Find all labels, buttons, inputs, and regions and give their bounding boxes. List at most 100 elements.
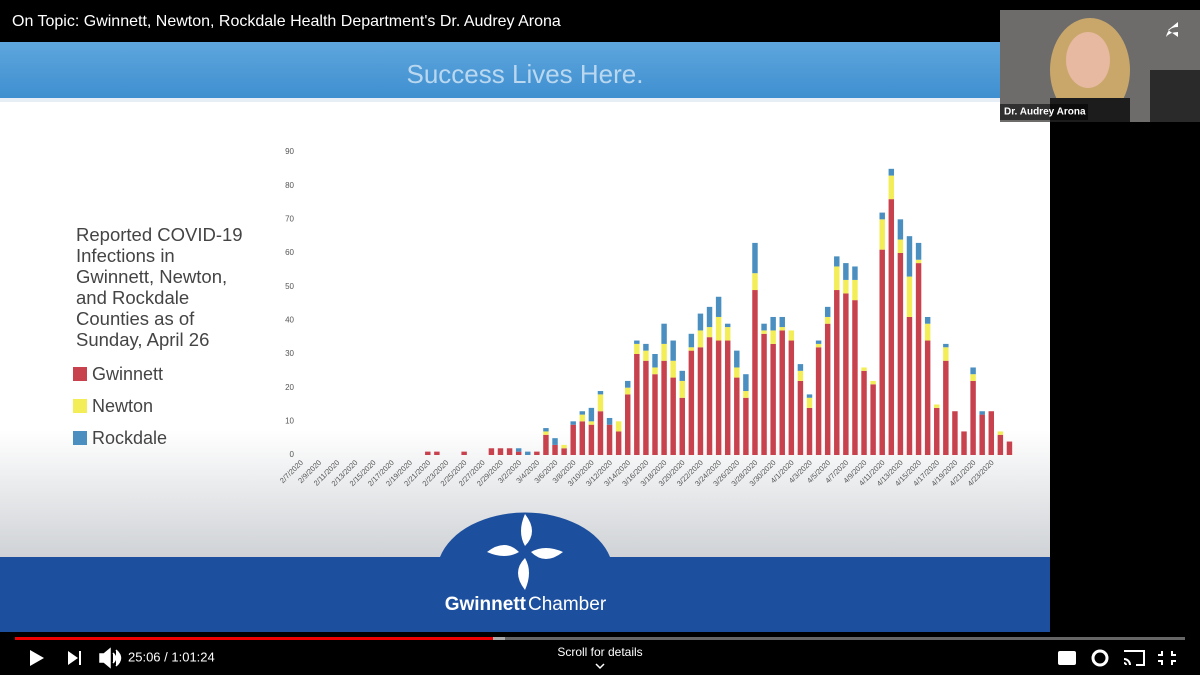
bar-segment xyxy=(770,330,776,344)
legend-label: Newton xyxy=(92,395,154,416)
bar-segment xyxy=(988,411,995,455)
bar-segment xyxy=(543,434,549,455)
bar-segment xyxy=(634,340,640,344)
bar-segment xyxy=(924,323,931,341)
bar-segment xyxy=(834,290,840,455)
bar-segment xyxy=(634,343,640,354)
bar-segment xyxy=(861,367,867,371)
share-icon[interactable] xyxy=(1166,22,1178,37)
bar-segment xyxy=(579,421,586,455)
bar-segment xyxy=(906,276,913,317)
cc-button[interactable] xyxy=(1058,651,1076,665)
slide-banner xyxy=(0,42,1050,98)
scroll-chevron[interactable] xyxy=(595,663,605,670)
bar-segment xyxy=(615,421,622,432)
bar-segment xyxy=(852,300,858,455)
bar-segment xyxy=(834,266,840,291)
bar-segment xyxy=(906,236,913,277)
bar-segment xyxy=(761,330,767,334)
banner-edge xyxy=(0,98,1050,102)
next-button[interactable] xyxy=(68,651,81,665)
bar-segment xyxy=(634,354,640,455)
bar-segment xyxy=(679,370,685,381)
webcam: Dr. Audrey Arona xyxy=(1000,10,1200,122)
legend-label: Gwinnett xyxy=(92,363,164,384)
legend-swatch xyxy=(73,431,87,445)
slide-banner-text: Success Lives Here. xyxy=(407,59,644,89)
bar-segment xyxy=(924,316,931,324)
bar-segment xyxy=(652,374,658,455)
bar-segment xyxy=(606,424,613,455)
bar-segment xyxy=(724,327,731,341)
scroll-hint[interactable]: Scroll for details xyxy=(557,645,642,659)
logo-text: Gwinnett xyxy=(445,594,527,615)
bar-segment xyxy=(588,424,595,455)
bar-segment xyxy=(897,219,904,240)
bar-segment xyxy=(779,316,785,328)
bar-segment xyxy=(761,323,767,331)
fullscreen-button[interactable] xyxy=(1158,651,1176,665)
bar-segment xyxy=(525,451,531,455)
y-tick-label: 80 xyxy=(285,181,294,190)
play-button[interactable] xyxy=(30,650,44,666)
bar-segment xyxy=(943,347,949,361)
bar-segment xyxy=(806,394,813,398)
bar-segment xyxy=(897,253,904,455)
bar-segment xyxy=(961,431,967,455)
bar-segment xyxy=(615,431,622,455)
legend-label: Rockdale xyxy=(92,427,168,448)
y-tick-label: 0 xyxy=(290,450,295,459)
bar-segment xyxy=(724,323,731,328)
bar-segment xyxy=(734,367,740,378)
y-tick-label: 70 xyxy=(285,214,294,223)
progress-track[interactable] xyxy=(15,637,1185,640)
bar-segment xyxy=(915,242,922,260)
bar-segment xyxy=(779,330,785,455)
bar-segment xyxy=(752,273,758,291)
bar-segment xyxy=(824,323,831,455)
y-tick-label: 30 xyxy=(285,349,294,358)
bar-segment xyxy=(715,296,722,317)
volume-button[interactable] xyxy=(99,647,122,669)
bar-segment xyxy=(770,316,776,331)
webcam-label: Dr. Audrey Arona xyxy=(1004,107,1086,118)
bar-segment xyxy=(425,451,431,455)
bar-segment xyxy=(688,350,695,455)
time-display: 25:06 / 1:01:24 xyxy=(128,649,215,664)
bar-segment xyxy=(934,404,940,408)
bar-segment xyxy=(788,330,795,341)
webcam-face xyxy=(1066,32,1110,88)
settings-button[interactable] xyxy=(1091,649,1109,667)
bar-segment xyxy=(815,347,822,455)
bar-segment xyxy=(579,414,586,422)
bar-segment xyxy=(661,343,667,361)
bar-segment xyxy=(797,364,804,371)
bar-segment xyxy=(843,293,849,455)
bar-segment xyxy=(706,337,713,455)
bar-segment xyxy=(743,391,749,398)
bar-segment xyxy=(815,343,822,348)
bar-segment xyxy=(561,444,567,449)
bar-segment xyxy=(515,451,522,455)
bar-segment xyxy=(597,391,604,395)
bar-segment xyxy=(697,313,704,331)
bar-segment xyxy=(915,259,922,264)
chart: 01020304050607080902/7/20202/9/20202/11/… xyxy=(278,147,1013,488)
bar-segment xyxy=(706,306,713,328)
legend-item: Rockdale xyxy=(73,422,167,454)
bar-segment xyxy=(943,343,949,348)
legend-swatch xyxy=(73,367,87,381)
bar-segment xyxy=(979,411,985,415)
y-tick-label: 40 xyxy=(285,315,294,324)
bar-segment xyxy=(652,354,658,368)
bar-segment xyxy=(834,256,840,267)
bar-segment xyxy=(797,370,804,381)
bar-segment xyxy=(670,377,676,455)
bar-segment xyxy=(543,431,549,435)
cast-button[interactable] xyxy=(1123,650,1145,666)
webcam-chair xyxy=(1150,70,1200,122)
bar-segment xyxy=(879,219,885,250)
bar-segment xyxy=(861,370,867,455)
bar-segment xyxy=(924,340,931,455)
